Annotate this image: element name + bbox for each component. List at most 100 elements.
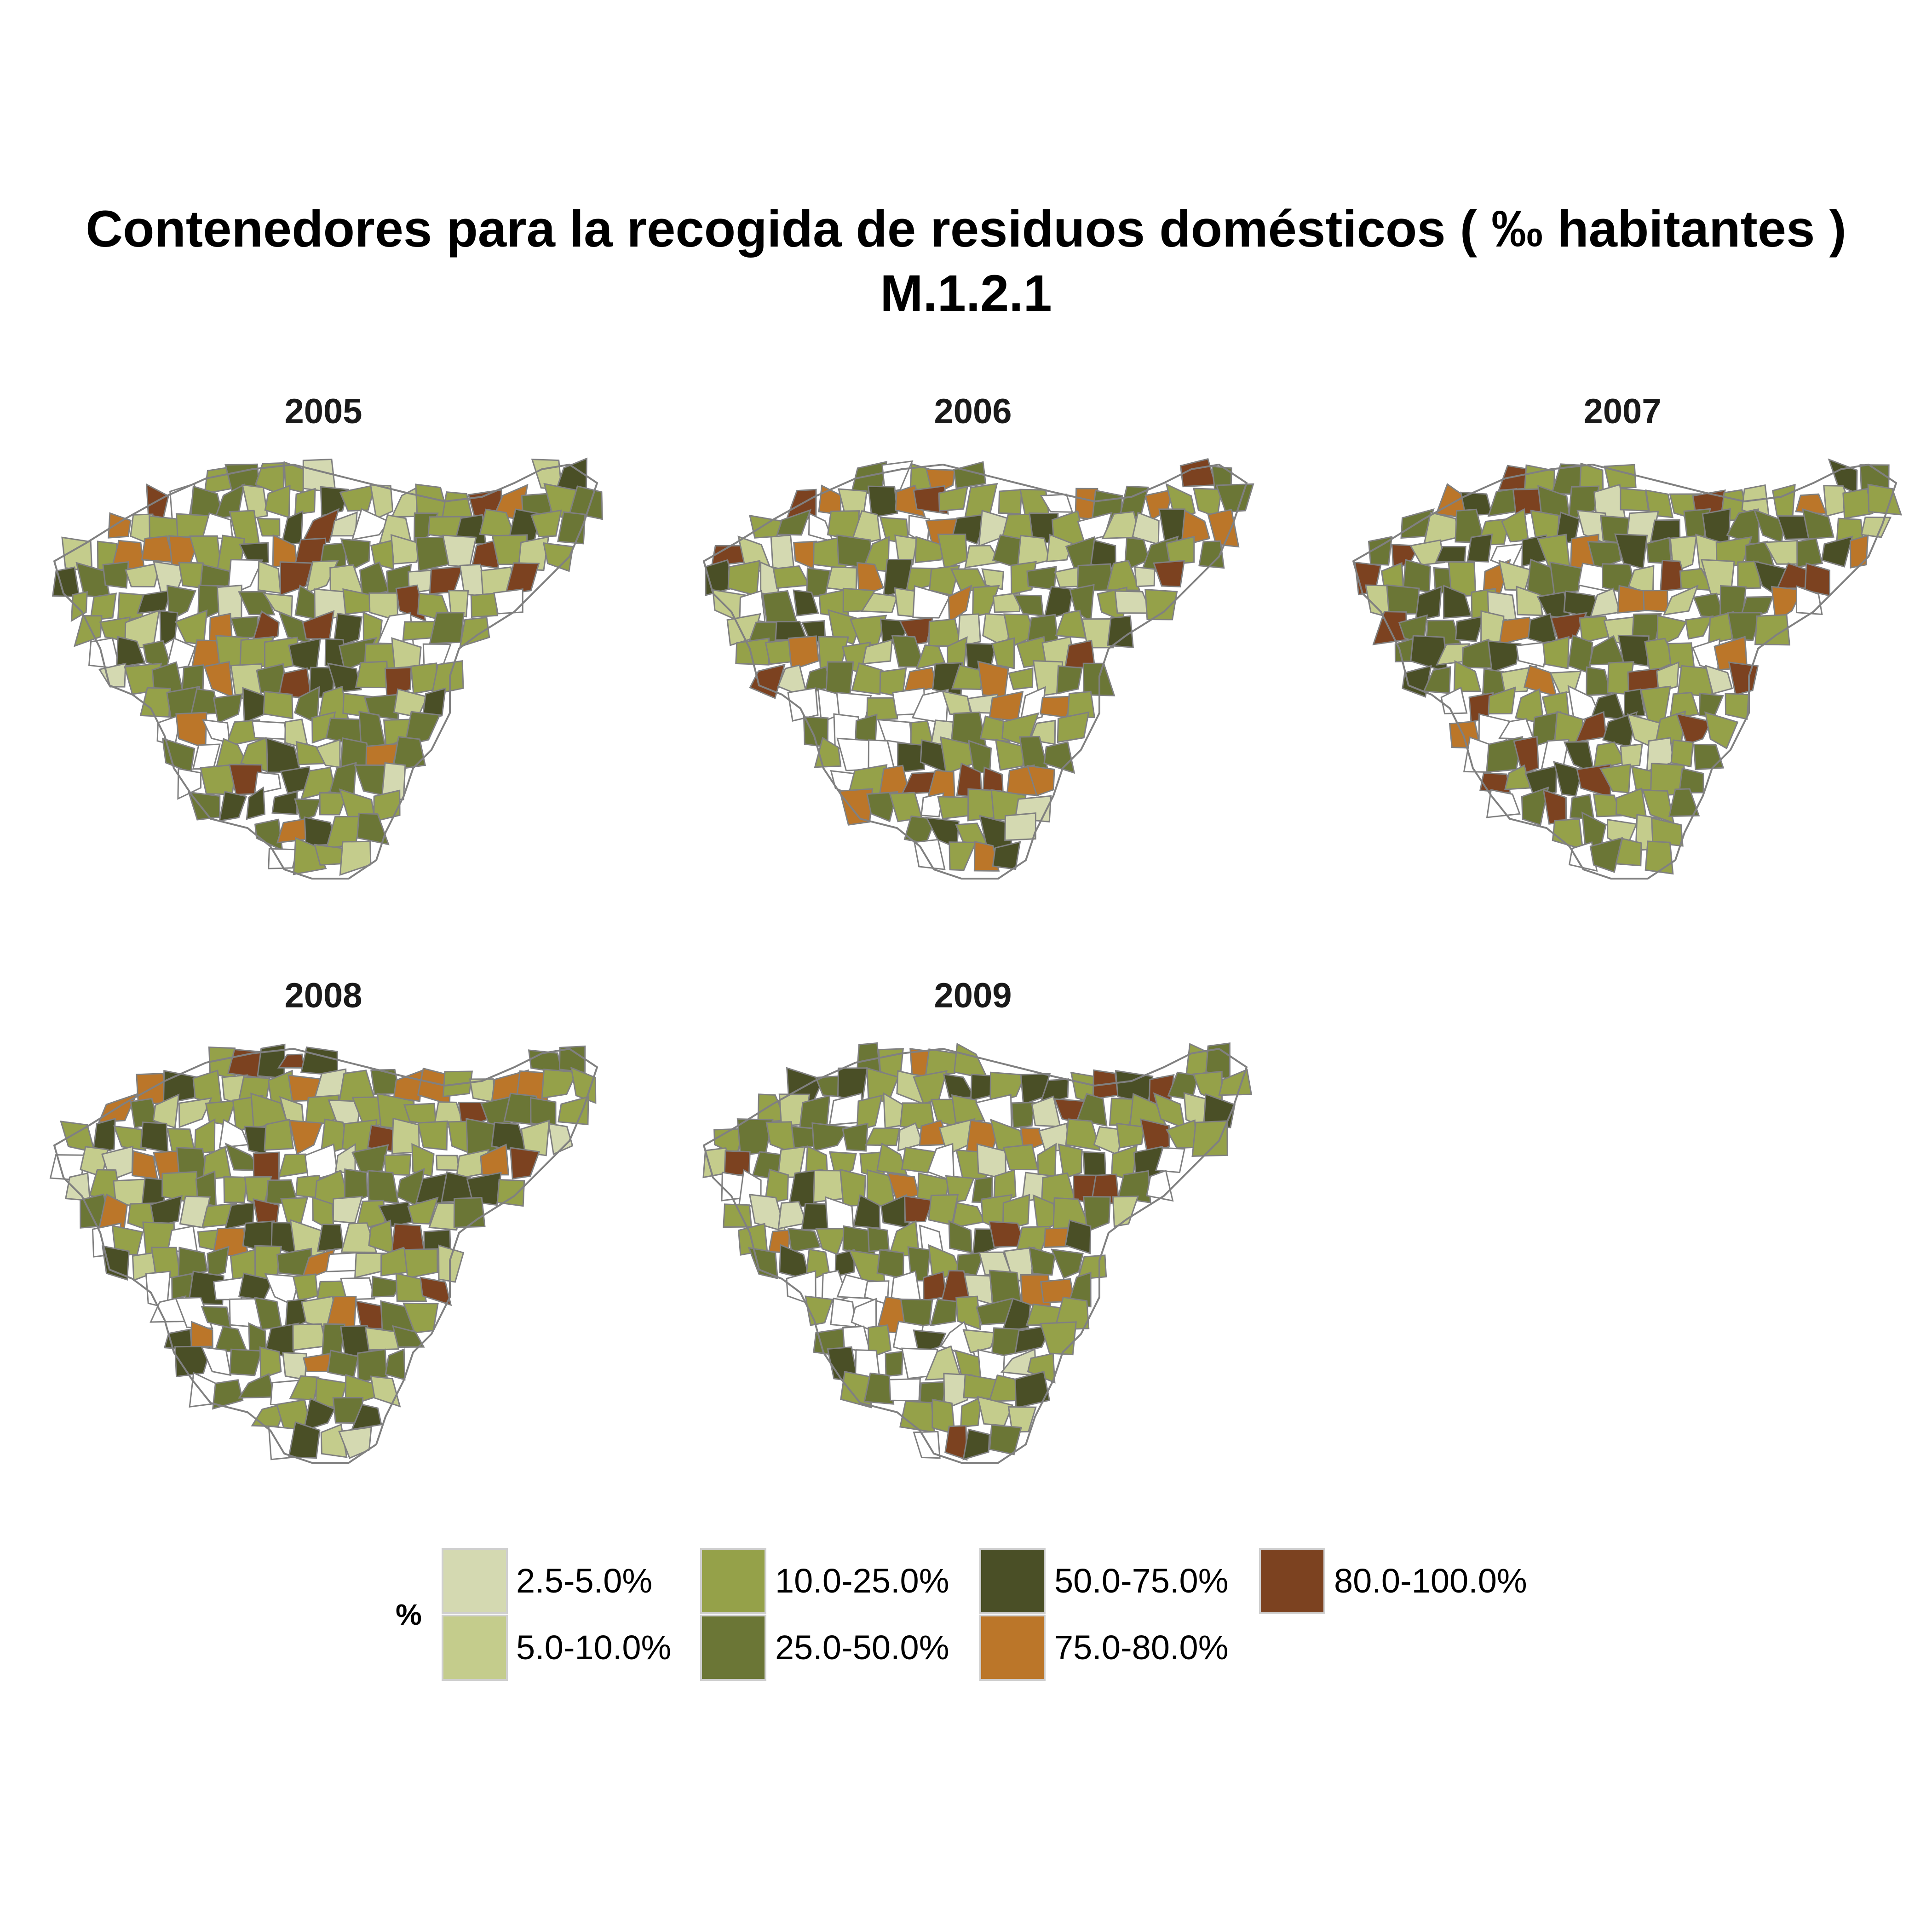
municipality [429, 612, 465, 644]
municipality [1067, 690, 1096, 718]
municipality [943, 1073, 976, 1099]
legend-swatch-5 [979, 1548, 1046, 1614]
municipality [1623, 688, 1646, 718]
municipality [953, 461, 987, 489]
municipality [319, 792, 348, 816]
municipality [998, 489, 1023, 515]
municipality [1620, 743, 1643, 768]
municipality [989, 1071, 1026, 1104]
municipality [113, 1125, 147, 1151]
municipality [332, 1196, 363, 1224]
municipality [438, 1244, 465, 1283]
municipality [1153, 560, 1185, 588]
municipality [1014, 1370, 1051, 1409]
municipality [518, 536, 550, 571]
municipality [1067, 1271, 1092, 1308]
municipality [340, 538, 371, 572]
municipality [1651, 817, 1684, 847]
municipality [340, 1277, 376, 1300]
municipality [925, 1048, 964, 1075]
legend-swatch-4 [700, 1615, 766, 1681]
municipality [1670, 739, 1694, 768]
municipality [912, 585, 951, 619]
municipality [842, 1122, 868, 1152]
municipality [857, 562, 885, 598]
municipality [1155, 1147, 1185, 1173]
legend-swatch-7 [1259, 1548, 1325, 1614]
municipality [140, 1121, 169, 1153]
municipality [801, 1202, 829, 1230]
municipality [828, 1092, 862, 1126]
municipality [1028, 1246, 1056, 1276]
municipality [735, 637, 770, 666]
legend-swatch-2 [442, 1615, 508, 1681]
municipality [367, 1170, 399, 1204]
municipality [288, 1120, 323, 1155]
municipality [1207, 509, 1240, 548]
municipality [294, 798, 322, 822]
municipality [727, 560, 761, 597]
municipality [448, 590, 469, 618]
municipality [271, 791, 298, 816]
municipality [914, 839, 946, 870]
municipality [1064, 1219, 1092, 1254]
municipality [1645, 489, 1674, 518]
municipality [65, 1172, 91, 1202]
municipality [938, 486, 968, 512]
region-outline [702, 1047, 1248, 1464]
municipality [1116, 1122, 1145, 1149]
legend-swatch-6 [979, 1615, 1046, 1681]
municipality [1802, 508, 1834, 540]
municipality [223, 1176, 248, 1203]
municipality [294, 488, 316, 515]
municipality [435, 1155, 460, 1171]
municipality [1542, 789, 1567, 825]
municipality [1549, 561, 1583, 595]
municipality [459, 616, 490, 648]
municipality [955, 1295, 982, 1331]
municipality [1414, 586, 1443, 622]
municipality [392, 736, 426, 771]
municipality [1129, 1092, 1167, 1130]
municipality [355, 661, 389, 689]
figure-title: Contenedores para la recogida de residuo… [0, 197, 1932, 326]
municipality [962, 1329, 997, 1354]
municipality [1191, 1120, 1228, 1157]
municipality [868, 739, 896, 770]
municipality [175, 712, 207, 749]
municipality [548, 1122, 574, 1155]
municipality [1180, 509, 1211, 547]
legend-label-5: 50.0-75.0% [1054, 1562, 1229, 1600]
region-outline [53, 463, 598, 880]
municipality [391, 637, 422, 669]
municipality [1139, 1118, 1170, 1155]
municipality [1568, 841, 1598, 872]
municipality [811, 1122, 850, 1152]
municipality [1001, 1298, 1031, 1333]
municipality [314, 844, 345, 866]
municipality [466, 1172, 502, 1206]
municipality [1656, 661, 1679, 692]
municipality [962, 1428, 990, 1460]
municipality [1599, 763, 1632, 794]
municipality [992, 841, 1021, 870]
panel-title-2007: 2007 [1583, 392, 1662, 431]
municipality [1046, 534, 1073, 563]
municipality [1058, 1143, 1083, 1179]
municipality [256, 518, 281, 537]
municipality [868, 1324, 892, 1359]
municipality [201, 1346, 232, 1376]
municipality [788, 635, 820, 671]
municipality [1004, 812, 1036, 841]
municipality [787, 687, 819, 722]
municipality [1521, 786, 1549, 826]
municipality [904, 1195, 934, 1223]
municipality [981, 568, 1004, 591]
municipality [1708, 611, 1734, 644]
municipality [480, 1144, 510, 1176]
figure-title-line2: M.1.2.1 [880, 264, 1052, 322]
municipality [136, 589, 172, 615]
municipality [1065, 1118, 1101, 1151]
municipality [520, 1119, 550, 1156]
